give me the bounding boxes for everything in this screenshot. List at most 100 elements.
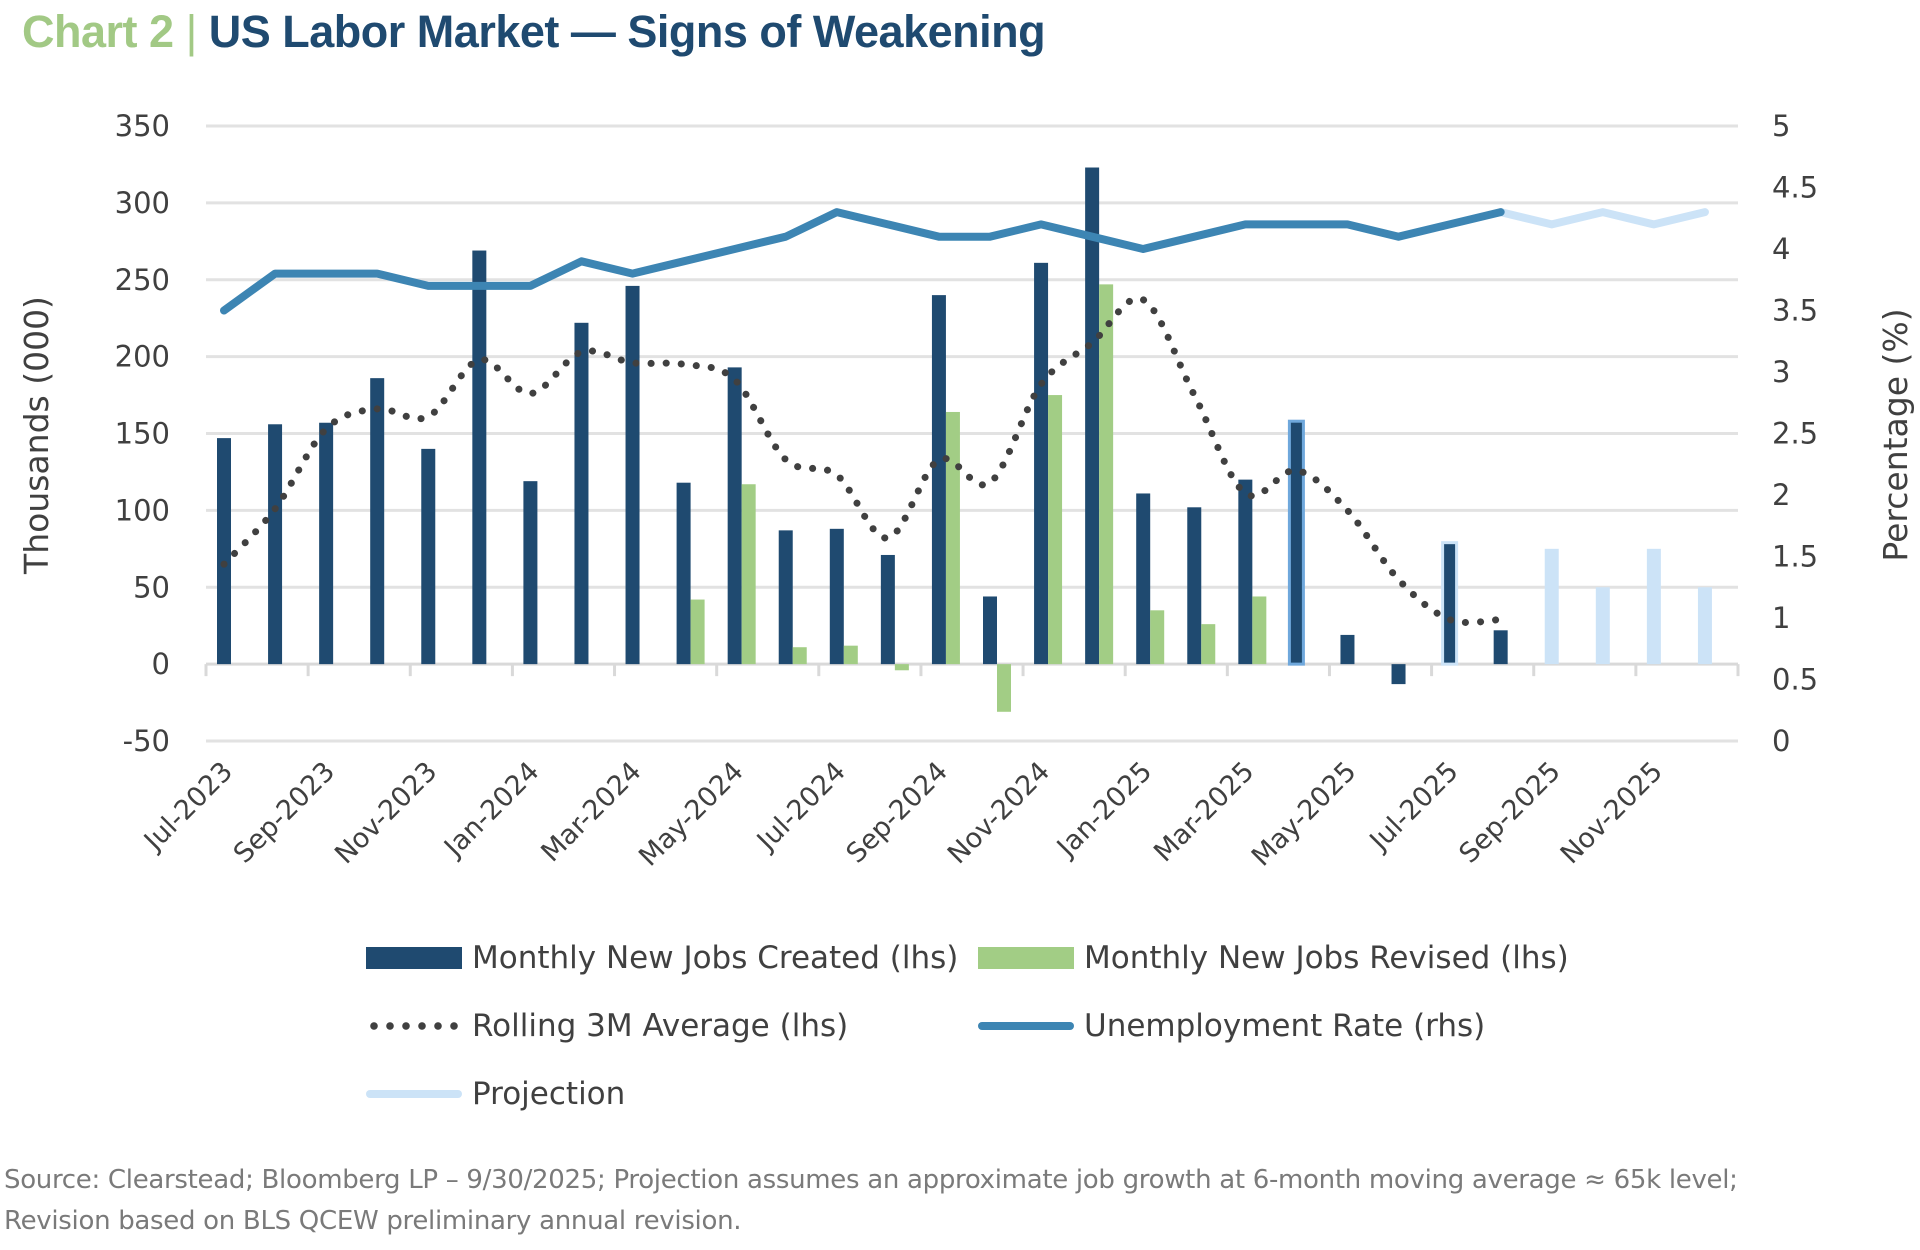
left-tick-label: 0: [152, 647, 170, 681]
x-tick-label: Jan-2025: [1050, 756, 1158, 864]
right-tick-label: 2.5: [1772, 417, 1818, 451]
bar-revised: [1099, 284, 1114, 665]
bar-created: [472, 250, 487, 665]
bar-created: [1441, 541, 1459, 666]
source-line-1: Source: Clearstead; Bloomberg LP – 9/30/…: [4, 1165, 1738, 1195]
right-tick-label: 3.5: [1772, 294, 1818, 328]
chart-canvas: 350 300 250 200 150 100 50 0 -50 5 4.5 4 3.5 3 2.5 2 1.…: [17, 109, 1915, 873]
x-tick-label: Sep-2023: [228, 756, 341, 869]
x-axis: Jul-2023Sep-2023Nov-2023Jan-2024Mar-2024…: [137, 662, 1740, 873]
x-tick-label: Mar-2025: [1148, 756, 1260, 868]
bar-projection: [1595, 587, 1610, 665]
x-tick-label: Jul-2023: [137, 756, 239, 858]
x-tick-label: Nov-2024: [942, 756, 1056, 870]
legend-label: Unemployment Rate (rhs): [1084, 1008, 1486, 1044]
bar-created: [778, 530, 793, 665]
left-tick-label: 200: [115, 340, 170, 374]
right-tick-label: 5: [1772, 109, 1790, 143]
chart-number: Chart 2: [22, 6, 174, 57]
bar-created: [421, 448, 436, 665]
bar-created: [1238, 479, 1253, 665]
legend-swatch-projection: [366, 1090, 462, 1098]
x-tick-label: May-2024: [633, 756, 750, 873]
right-tick-label: 4: [1772, 232, 1790, 266]
gridlines: [206, 124, 1738, 743]
legend-label: Projection: [472, 1076, 626, 1112]
right-tick-label: 2: [1772, 478, 1790, 512]
bar-revised: [945, 411, 960, 665]
bar-created: [625, 285, 640, 665]
bar-created: [319, 422, 334, 665]
legend-swatch-unemployment: [978, 1022, 1074, 1030]
bar-created: [880, 554, 895, 665]
right-tick-label: 0.5: [1772, 663, 1818, 697]
left-tick-label: -50: [123, 724, 170, 758]
legend-item-revised: Monthly New Jobs Revised (lhs): [978, 940, 1569, 976]
legend-swatch-created: [366, 947, 462, 969]
legend-label: Monthly New Jobs Created (lhs): [472, 940, 959, 976]
bar-created: [574, 322, 589, 665]
left-axis-title: Thousands (000): [17, 296, 56, 575]
x-tick-label: Jul-2024: [750, 756, 852, 858]
bar-created: [1340, 634, 1355, 665]
legend-label: Monthly New Jobs Revised (lhs): [1084, 940, 1569, 976]
line-rolling-average: [220, 295, 1505, 626]
right-tick-label: 4.5: [1772, 171, 1818, 205]
bar-revised: [894, 664, 909, 671]
bar-created: [1187, 507, 1202, 665]
bar-revised: [1252, 596, 1267, 665]
bars: [217, 167, 1712, 712]
left-tick-label: 250: [115, 263, 170, 297]
legend-swatch-rolling-average: [366, 1022, 462, 1030]
legend-item-unemployment: Unemployment Rate (rhs): [978, 1008, 1485, 1044]
bar-created: [676, 482, 691, 665]
bar-created: [217, 438, 231, 665]
right-tick-label: 1.5: [1772, 540, 1818, 574]
bar-created: [727, 367, 742, 665]
bar-created: [829, 528, 844, 665]
left-tick-label: 300: [115, 186, 170, 220]
bar-created: [1085, 167, 1100, 665]
bar-revised: [997, 664, 1011, 712]
x-tick-label: Jan-2024: [437, 756, 545, 864]
x-tick-label: Mar-2024: [535, 756, 647, 868]
source-line-2: Revision based on BLS QCEW preliminary a…: [4, 1206, 742, 1236]
bar-created: [1034, 262, 1049, 665]
right-tick-label: 0: [1772, 724, 1790, 758]
bar-created: [370, 378, 385, 665]
bar-projection: [1544, 548, 1559, 665]
line-projection: [1496, 208, 1709, 229]
right-axis-ticks: 5 4.5 4 3.5 3 2.5 2 1.5 1 0.5 0: [1772, 109, 1818, 758]
bar-created: [523, 481, 538, 665]
bar-revised: [1048, 395, 1063, 665]
title-separator: |: [185, 6, 198, 57]
right-tick-label: 1: [1772, 601, 1790, 635]
legend-item-rolling-average: Rolling 3M Average (lhs): [366, 1008, 848, 1044]
left-tick-label: 50: [133, 570, 170, 604]
x-tick-label: Sep-2025: [1453, 756, 1566, 869]
left-axis-ticks: 350 300 250 200 150 100 50 0 -50: [115, 109, 170, 758]
right-axis-title: Percentage (%): [1876, 308, 1915, 561]
x-tick-label: Nov-2023: [329, 756, 443, 870]
x-tick-label: May-2025: [1246, 756, 1363, 873]
source-note: Source: Clearstead; Bloomberg LP – 9/30/…: [4, 1160, 1738, 1242]
bar-created: [1391, 664, 1406, 685]
bar-created: [1287, 419, 1305, 666]
bar-created: [1493, 630, 1508, 665]
bar-created: [931, 295, 946, 665]
right-tick-label: 3: [1772, 355, 1790, 389]
bar-revised: [1201, 624, 1216, 665]
x-tick-label: Nov-2025: [1555, 756, 1669, 870]
bar-created: [268, 424, 283, 665]
left-tick-label: 150: [115, 417, 170, 451]
bar-revised: [792, 647, 807, 665]
legend-item-projection: Projection: [366, 1076, 625, 1112]
legend-swatch-revised: [978, 947, 1074, 969]
x-tick-label: Sep-2024: [841, 756, 954, 869]
bar-projection: [1697, 587, 1712, 665]
bar-revised: [843, 645, 858, 665]
bar-revised: [741, 484, 756, 665]
line-unemployment-rate: [220, 208, 1505, 315]
bar-created: [1136, 493, 1151, 665]
lines: [220, 208, 1709, 626]
